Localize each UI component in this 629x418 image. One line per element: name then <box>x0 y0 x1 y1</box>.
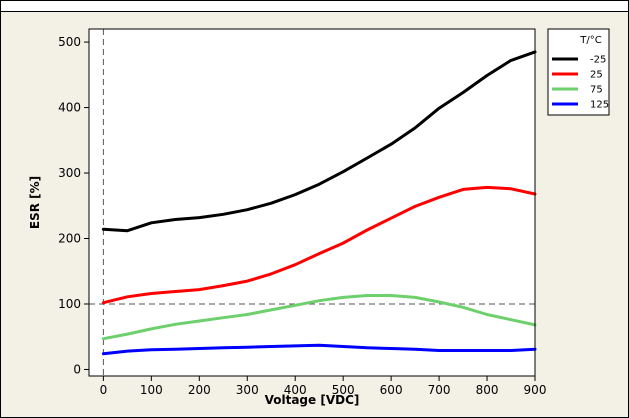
series-line-3 <box>101 343 537 356</box>
x-tick-label: 700 <box>428 383 451 397</box>
x-tick-label: 0 <box>100 383 108 397</box>
series-line-2 <box>101 294 537 341</box>
x-axis: 0 100 200 300 400 500 600 700 800 900 <box>100 376 547 397</box>
x-axis-title: Voltage [VDC] <box>265 393 360 407</box>
title-band <box>1 1 628 12</box>
legend-label-0: -25 <box>590 55 606 66</box>
plot-border <box>88 28 536 377</box>
x-tick-label: 200 <box>188 383 211 397</box>
y-tick-label: 400 <box>58 101 81 115</box>
y-tick-label: 500 <box>58 35 81 49</box>
x-tick-label: 400 <box>284 383 307 397</box>
legend-label-2: 75 <box>590 85 603 96</box>
y-axis-title: ESR [%] <box>28 176 42 229</box>
legend-label-3: 125 <box>590 100 609 111</box>
y-tick-label: 100 <box>58 297 81 311</box>
x-tick-label: 600 <box>380 383 403 397</box>
y-tick-label: 300 <box>58 166 81 180</box>
y-tick-label: 200 <box>58 232 81 246</box>
series-layer <box>101 50 537 356</box>
series-line-0 <box>101 50 537 233</box>
reference-lines <box>89 29 535 376</box>
series-line-1 <box>101 185 537 305</box>
legend-box <box>547 28 610 116</box>
legend: T/°C -25 25 75 125 <box>547 28 610 116</box>
x-tick-label: 900 <box>524 383 547 397</box>
x-tick-label: 100 <box>140 383 163 397</box>
plot-area <box>89 29 535 376</box>
y-tick-label: 0 <box>73 362 81 376</box>
x-tick-label: 800 <box>476 383 499 397</box>
legend-title: T/°C <box>579 35 601 46</box>
y-axis: 0 100 200 300 400 500 <box>58 35 89 376</box>
legend-items: -25 25 75 125 <box>552 55 609 111</box>
legend-label-1: 25 <box>590 70 603 81</box>
x-tick-label: 500 <box>332 383 355 397</box>
x-tick-label: 300 <box>236 383 259 397</box>
